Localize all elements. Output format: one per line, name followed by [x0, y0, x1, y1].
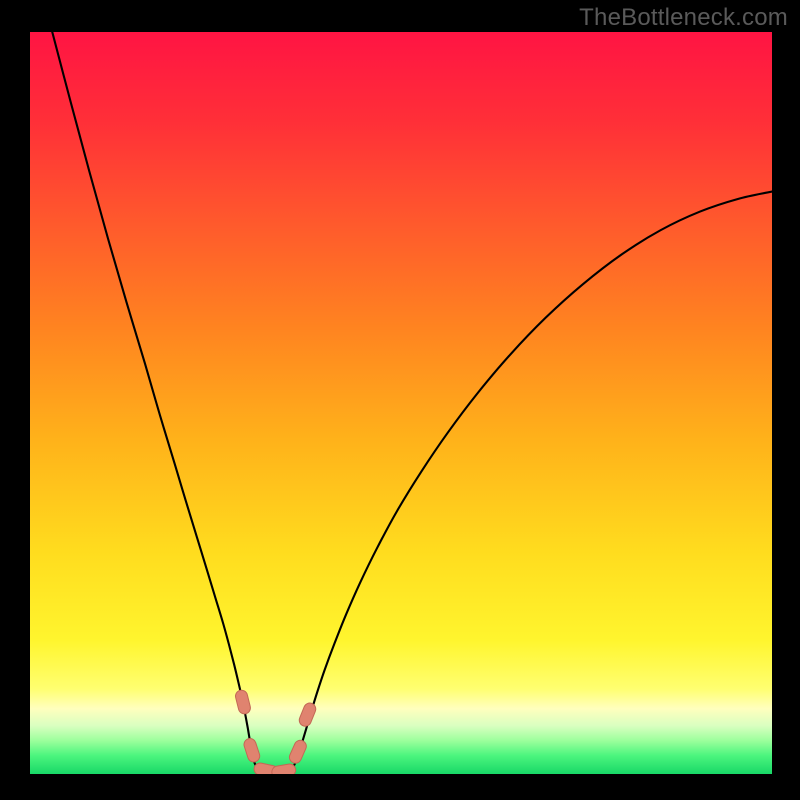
plot-area: [30, 32, 772, 774]
watermark-label: TheBottleneck.com: [579, 4, 788, 32]
stage: TheBottleneck.com: [0, 0, 800, 800]
chart-svg: [30, 32, 772, 774]
chart-background: [30, 32, 772, 774]
